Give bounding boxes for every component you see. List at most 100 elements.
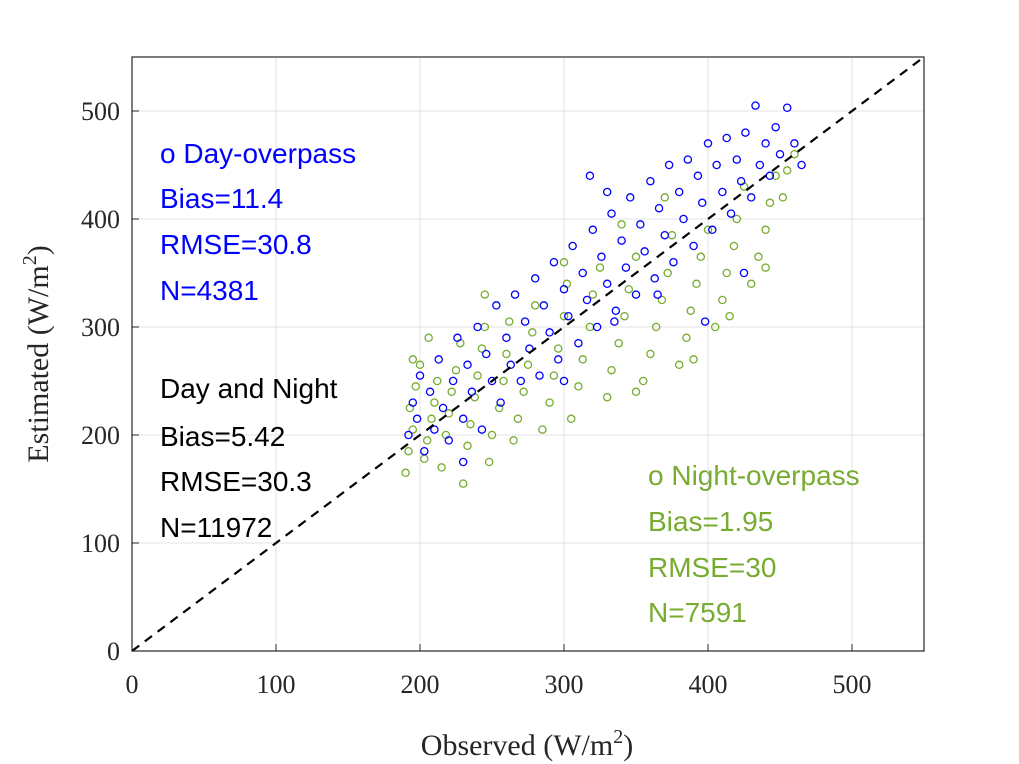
- data-point: [700, 317, 710, 326]
- data-point: [660, 193, 670, 202]
- data-point: [653, 290, 662, 299]
- data-point: [404, 430, 413, 440]
- data-point: [703, 139, 713, 148]
- night-bias: Bias=1.95: [648, 506, 773, 537]
- points: [401, 101, 806, 488]
- data-point: [654, 203, 664, 213]
- data-point: [761, 225, 770, 235]
- day-legend-label: o Day-overpass: [160, 138, 356, 169]
- data-point: [480, 290, 490, 299]
- data-point: [506, 360, 515, 370]
- data-point: [408, 425, 418, 434]
- data-point: [761, 139, 770, 148]
- data-point: [408, 398, 418, 407]
- y-axis-label: Estimated (W/m2): [19, 245, 55, 462]
- data-point: [437, 463, 446, 472]
- data-point: [725, 311, 734, 321]
- day-n: N=4381: [160, 275, 259, 306]
- data-point: [732, 155, 742, 164]
- data-point: [401, 468, 410, 478]
- data-point: [451, 365, 461, 375]
- data-point: [520, 317, 530, 326]
- data-point: [487, 430, 497, 440]
- data-point: [703, 225, 713, 235]
- data-point: [696, 252, 706, 262]
- data-point: [682, 333, 691, 343]
- all-bias: Bias=5.42: [160, 421, 285, 452]
- x-tick-label: 0: [126, 670, 139, 699]
- data-point: [453, 333, 462, 343]
- data-point: [559, 284, 569, 294]
- data-point: [519, 387, 528, 397]
- data-point: [602, 392, 612, 402]
- x-tick-label: 500: [833, 670, 872, 699]
- data-point: [790, 139, 799, 148]
- data-point: [712, 160, 721, 170]
- data-point: [761, 263, 770, 272]
- data-point: [467, 387, 477, 397]
- data-point: [481, 349, 491, 359]
- night-rmse: RMSE=30: [648, 552, 776, 583]
- data-point: [771, 122, 780, 132]
- data-point: [412, 414, 422, 424]
- data-point: [602, 279, 612, 289]
- data-point: [697, 198, 707, 208]
- data-point: [420, 446, 429, 456]
- x-axis-label: Observed (W/m2): [421, 726, 633, 762]
- data-point: [729, 241, 739, 251]
- data-point: [578, 355, 587, 364]
- data-point: [718, 187, 727, 197]
- data-point: [545, 328, 554, 337]
- data-point: [430, 425, 439, 434]
- data-point: [530, 274, 540, 283]
- data-point: [617, 220, 626, 229]
- night-n: N=7591: [648, 597, 747, 628]
- data-point: [607, 209, 616, 218]
- data-point: [433, 376, 442, 386]
- plot-frame: [131, 56, 925, 652]
- data-point: [631, 290, 641, 299]
- data-point: [771, 171, 780, 181]
- data-point: [427, 414, 436, 424]
- x-tick-label: 100: [257, 670, 296, 699]
- data-point: [574, 338, 583, 348]
- day-bias: Bias=11.4: [160, 183, 283, 214]
- data-point: [746, 279, 756, 289]
- data-point: [610, 317, 619, 326]
- data-point: [755, 160, 765, 170]
- data-point: [566, 414, 576, 424]
- night-legend-label: o Night-overpass: [648, 460, 860, 491]
- data-point: [499, 376, 508, 386]
- data-point: [411, 382, 420, 391]
- data-point: [663, 268, 672, 278]
- data-point: [692, 279, 701, 289]
- data-point: [458, 479, 468, 488]
- data-point: [463, 441, 472, 451]
- data-point: [473, 371, 482, 380]
- all-n: N=11972: [160, 512, 272, 543]
- data-point: [559, 311, 569, 321]
- data-point: [434, 355, 443, 364]
- data-point: [621, 263, 631, 272]
- data-point: [625, 193, 635, 202]
- data-point: [660, 230, 670, 240]
- data-point: [585, 171, 595, 181]
- data-point: [545, 398, 554, 407]
- data-point: [535, 371, 544, 380]
- data-point: [505, 317, 514, 326]
- data-point: [559, 257, 569, 267]
- ticks: 0 100 200 300 400 500 0 100 200 300 400 500: [81, 97, 872, 699]
- data-point: [679, 214, 688, 224]
- data-point: [689, 241, 698, 251]
- data-point: [564, 311, 573, 321]
- data-point: [693, 171, 703, 181]
- data-point: [496, 398, 505, 407]
- data-point: [689, 355, 698, 364]
- data-point: [463, 360, 472, 370]
- data-point: [430, 398, 439, 407]
- data-point: [438, 403, 448, 413]
- data-point: [708, 225, 717, 235]
- data-point: [444, 409, 454, 418]
- data-point: [640, 247, 649, 256]
- data-point: [484, 457, 494, 467]
